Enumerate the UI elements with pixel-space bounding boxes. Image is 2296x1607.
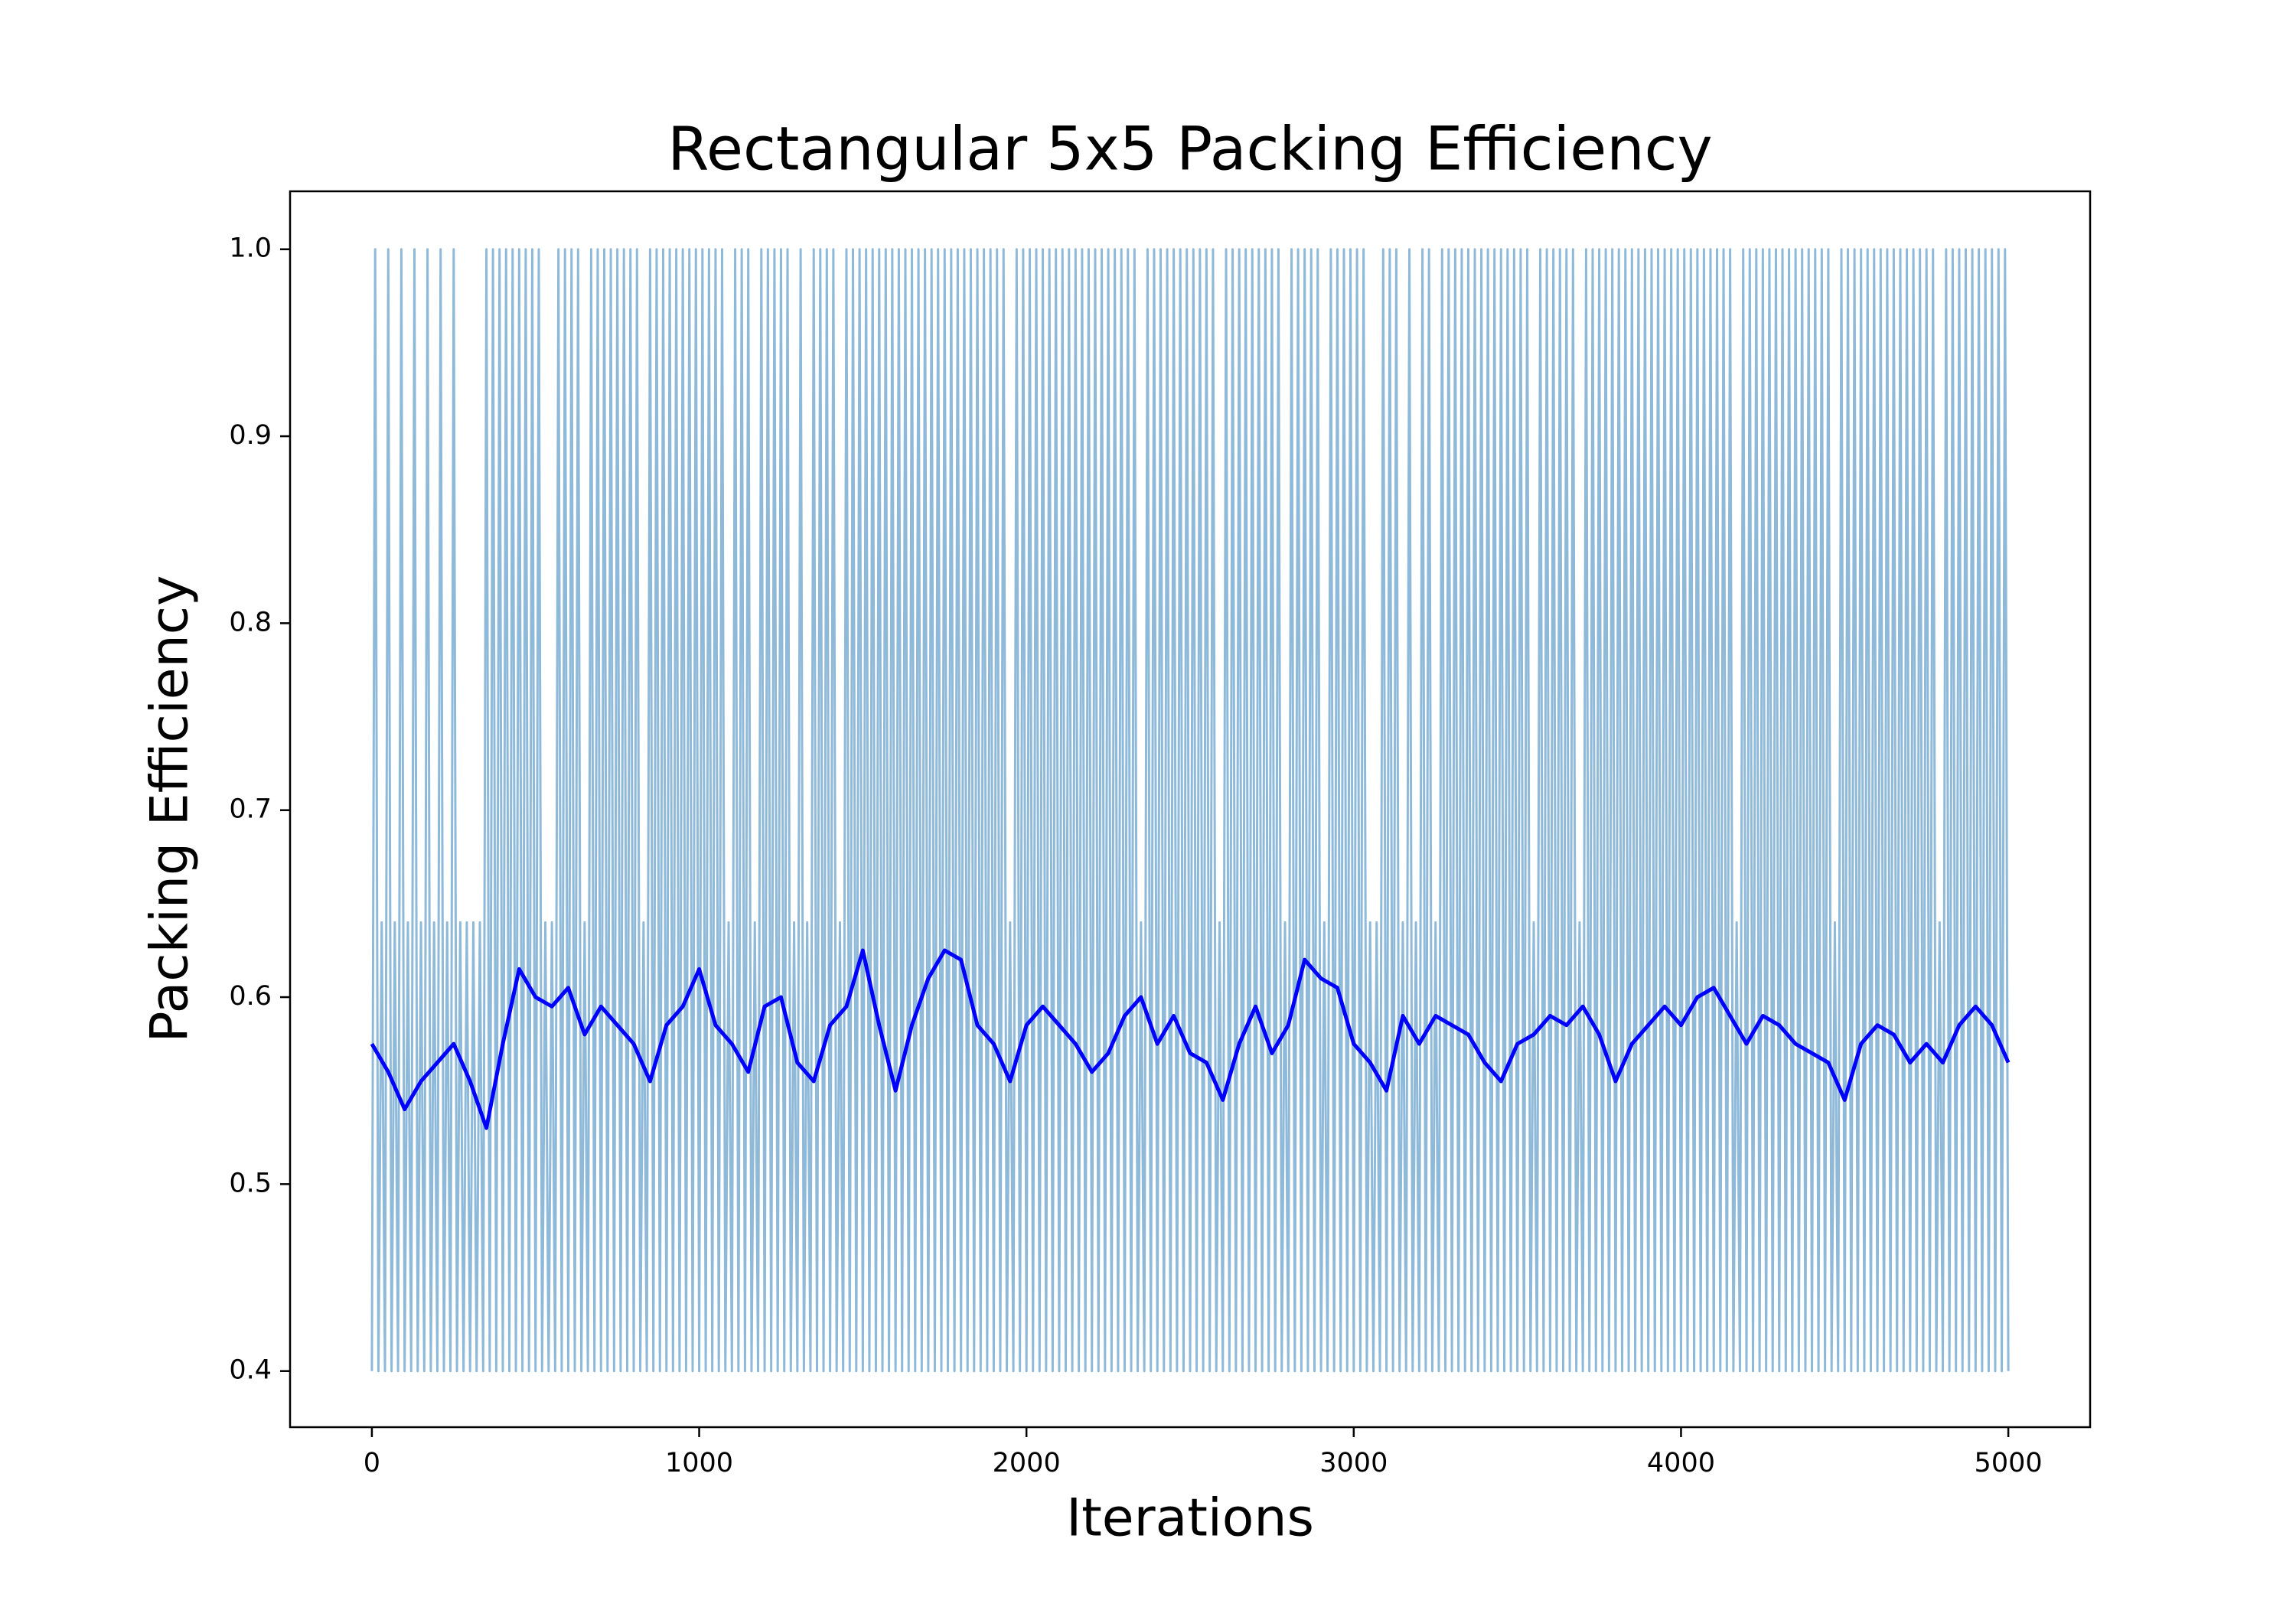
- x-tick-label: 5000: [1975, 1448, 2043, 1478]
- y-axis-label: Packing Efficiency: [140, 575, 201, 1043]
- chart-title: Rectangular 5x5 Packing Efficiency: [667, 115, 1712, 184]
- y-tick-label: 0.6: [229, 981, 272, 1012]
- x-tick-label: 4000: [1647, 1448, 1715, 1478]
- x-tick-label: 3000: [1319, 1448, 1388, 1478]
- moving-average-line: [370, 948, 2011, 1130]
- y-tick-label: 1.0: [229, 233, 272, 264]
- x-axis-label: Iterations: [1066, 1488, 1314, 1549]
- x-tick-label: 0: [364, 1448, 380, 1478]
- y-tick-label: 0.4: [229, 1355, 272, 1386]
- y-tick-label: 0.9: [229, 420, 272, 451]
- plot-area: [370, 248, 2011, 1373]
- y-tick-label: 0.8: [229, 607, 272, 637]
- y-tick-label: 0.7: [229, 794, 272, 825]
- raw-series-line: [370, 248, 2010, 1373]
- y-tick-label: 0.5: [229, 1168, 272, 1198]
- x-tick-label: 1000: [665, 1448, 733, 1478]
- x-tick-label: 2000: [993, 1448, 1061, 1478]
